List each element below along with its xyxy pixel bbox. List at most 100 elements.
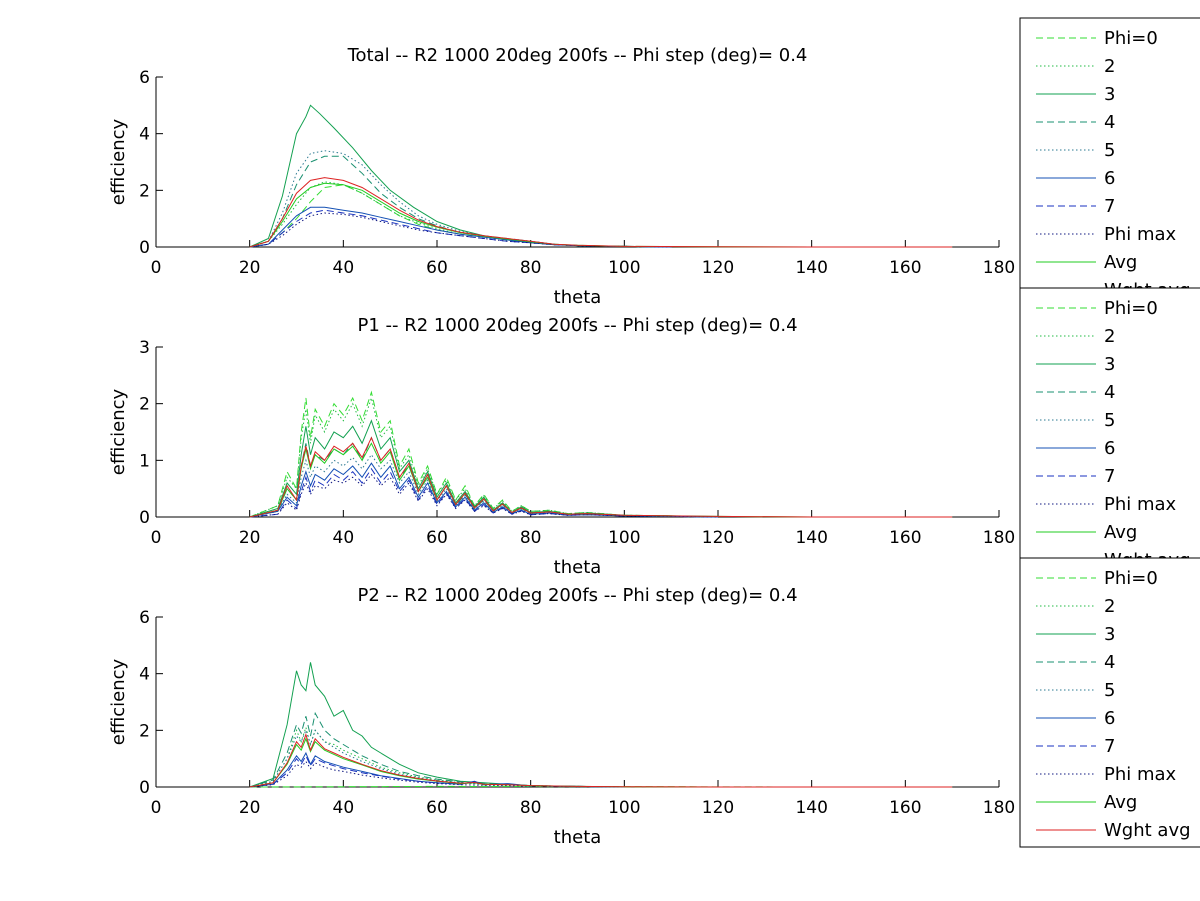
series-line-5 [249, 453, 719, 518]
y-tick-label: 1 [139, 451, 150, 471]
x-tick-label: 80 [520, 798, 542, 818]
legend-label-3: 3 [1104, 354, 1115, 375]
legend-label-6: 6 [1104, 168, 1115, 189]
x-tick-label: 120 [702, 258, 734, 278]
legend-label-phi-max: Phi max [1104, 764, 1177, 785]
legend-label-5: 5 [1104, 410, 1115, 431]
series-line-wght-avg [249, 733, 953, 788]
y-axis-label: efficiency [108, 658, 129, 745]
y-axis-label: efficiency [108, 388, 129, 475]
x-axis-label: theta [554, 827, 602, 848]
legend-label-4: 4 [1104, 382, 1115, 403]
y-tick-label: 0 [139, 508, 150, 528]
legend-label-phi-0: Phi=0 [1104, 298, 1158, 319]
series-line-7 [249, 467, 719, 518]
legend-label-4: 4 [1104, 112, 1115, 133]
x-tick-label: 0 [151, 798, 162, 818]
x-tick-label: 160 [889, 528, 921, 548]
legend-label-avg: Avg [1104, 792, 1137, 813]
x-tick-label: 100 [608, 528, 640, 548]
legend-label-phi-max: Phi max [1104, 224, 1177, 245]
legend-label-avg: Avg [1104, 522, 1137, 543]
y-tick-label: 2 [139, 721, 150, 741]
y-tick-label: 6 [139, 68, 150, 88]
subplot-title: P1 -- R2 1000 20deg 200fs -- Phi step (d… [357, 315, 797, 336]
legend-label-2: 2 [1104, 596, 1115, 617]
legend-label-3: 3 [1104, 624, 1115, 645]
series-line-2 [249, 396, 719, 518]
legend-label-5: 5 [1104, 140, 1115, 161]
x-tick-label: 60 [426, 528, 448, 548]
y-tick-label: 0 [139, 238, 150, 258]
series-line-2 [249, 725, 625, 788]
legend-label-avg: Avg [1104, 252, 1137, 273]
x-tick-label: 20 [239, 258, 261, 278]
y-tick-label: 0 [139, 778, 150, 798]
legend-label-7: 7 [1104, 736, 1115, 757]
series-line-phi-max [249, 212, 672, 248]
subplot-3: P2 -- R2 1000 20deg 200fs -- Phi step (d… [108, 585, 1015, 848]
series-line-avg [249, 442, 953, 518]
series-line-avg [249, 737, 953, 788]
subplot-1: Total -- R2 1000 20deg 200fs -- Phi step… [108, 45, 1015, 308]
x-tick-label: 140 [795, 798, 827, 818]
y-axis-label: efficiency [108, 118, 129, 205]
legend-label-6: 6 [1104, 708, 1115, 729]
y-tick-label: 6 [139, 608, 150, 628]
legend-label-2: 2 [1104, 326, 1115, 347]
legend-label-2: 2 [1104, 56, 1115, 77]
x-tick-label: 80 [520, 528, 542, 548]
legend-label-4: 4 [1104, 652, 1115, 673]
x-tick-label: 180 [983, 258, 1015, 278]
series-line-3 [249, 662, 625, 788]
x-tick-label: 140 [795, 528, 827, 548]
series-line-wght-avg [249, 177, 953, 248]
legend-label-phi-0: Phi=0 [1104, 28, 1158, 49]
legend-label-3: 3 [1104, 84, 1115, 105]
x-tick-label: 40 [333, 798, 355, 818]
series-line-phi-0 [249, 390, 719, 518]
y-tick-label: 3 [139, 338, 150, 358]
x-tick-label: 60 [426, 798, 448, 818]
legend-label-phi-0: Phi=0 [1104, 568, 1158, 589]
y-tick-label: 4 [139, 665, 150, 685]
x-tick-label: 60 [426, 258, 448, 278]
x-tick-label: 20 [239, 798, 261, 818]
series-line-2 [249, 181, 672, 248]
series-line-6 [249, 462, 719, 518]
x-tick-label: 20 [239, 528, 261, 548]
legend-box [1019, 557, 1200, 848]
legend-label-wght-avg: Wght avg [1104, 820, 1191, 841]
legend-label-7: 7 [1104, 196, 1115, 217]
subplot-title: P2 -- R2 1000 20deg 200fs -- Phi step (d… [357, 585, 797, 606]
x-tick-label: 100 [608, 258, 640, 278]
series-line-4 [249, 155, 672, 248]
x-tick-label: 0 [151, 528, 162, 548]
x-tick-label: 140 [795, 258, 827, 278]
legend-label-7: 7 [1104, 466, 1115, 487]
legend: Phi=0 2 3 4 5 6 7 Phi max Avg Wght avg [1019, 557, 1200, 848]
legend-label-phi-max: Phi max [1104, 494, 1177, 515]
series-line-wght-avg [249, 436, 953, 518]
series-line-6 [249, 206, 672, 248]
x-tick-label: 40 [333, 528, 355, 548]
legend-label-5: 5 [1104, 680, 1115, 701]
series-line-4 [249, 711, 625, 788]
x-tick-label: 160 [889, 258, 921, 278]
legend-box [1019, 287, 1200, 559]
x-axis-label: theta [554, 557, 602, 578]
x-tick-label: 120 [702, 798, 734, 818]
x-tick-label: 180 [983, 528, 1015, 548]
series-line-phi-0 [249, 184, 672, 248]
x-tick-label: 180 [983, 798, 1015, 818]
x-tick-label: 40 [333, 258, 355, 278]
x-axis-label: theta [554, 287, 602, 308]
subplot-2: P1 -- R2 1000 20deg 200fs -- Phi step (d… [108, 315, 1015, 578]
x-tick-label: 100 [608, 798, 640, 818]
subplot-title: Total -- R2 1000 20deg 200fs -- Phi step… [347, 45, 808, 66]
y-tick-label: 2 [139, 395, 150, 415]
x-tick-label: 160 [889, 798, 921, 818]
